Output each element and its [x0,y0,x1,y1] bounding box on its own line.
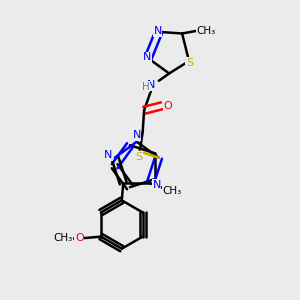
Text: S: S [186,58,193,68]
Text: N: N [143,52,152,62]
Text: S: S [135,152,142,162]
Text: N: N [133,130,141,140]
Text: N: N [152,180,161,190]
Text: N: N [153,26,162,36]
Text: O: O [75,233,84,243]
Text: CH₃: CH₃ [196,26,215,36]
Text: CH₃: CH₃ [53,233,72,243]
Text: H: H [142,82,149,92]
Text: N: N [104,150,112,160]
Text: O: O [163,101,172,111]
Text: N: N [147,80,156,90]
Text: CH₃: CH₃ [163,186,182,196]
